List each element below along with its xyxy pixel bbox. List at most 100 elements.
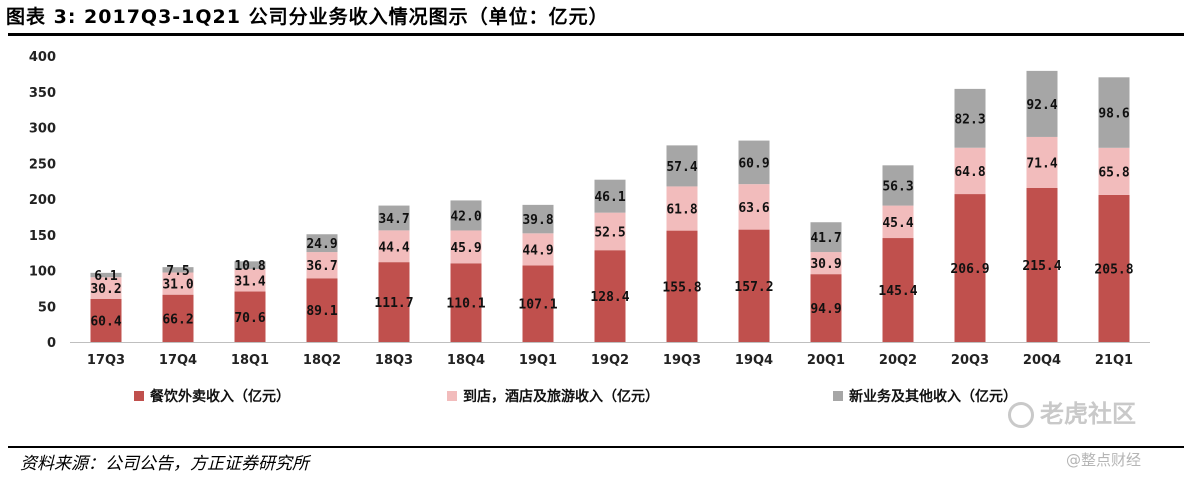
data-label: 30.9 (810, 257, 841, 272)
data-label: 89.1 (306, 304, 337, 319)
stacked-bar-chart: 0 50 100 150 200 250 300 350 400 17Q3 17Q4 18Q1 18Q… (29, 50, 1150, 405)
x-tick-label: 18Q4 (447, 353, 485, 368)
bar-segment (90, 298, 122, 342)
legend: 餐饮外卖收入（亿元） 到店，酒店及旅游收入（亿元） 新业务及其他收入（亿元） (134, 388, 1017, 405)
legend-swatch (134, 391, 144, 401)
bar-segment (882, 238, 914, 342)
bar-segment (954, 194, 986, 342)
data-label: 60.4 (90, 314, 121, 329)
data-label: 30.2 (90, 282, 121, 297)
data-label: 107.1 (518, 298, 557, 313)
x-tick-label: 18Q1 (231, 353, 269, 368)
x-tick-label: 17Q3 (87, 353, 125, 368)
x-tick-label: 20Q1 (807, 353, 845, 368)
data-label: 206.9 (950, 262, 989, 277)
bar-segment (594, 250, 626, 342)
data-label: 57.4 (666, 160, 697, 175)
bar-segment (666, 230, 698, 342)
x-axis: 17Q3 17Q4 18Q1 18Q2 18Q3 18Q4 19Q1 19Q2 19Q3 19Q4… (70, 342, 1150, 368)
x-tick-label: 20Q2 (879, 353, 917, 368)
x-tick-label: 19Q2 (591, 353, 629, 368)
bar-segment (234, 291, 266, 342)
chart-title: 图表 3: 2017Q3-1Q21 公司分业务收入情况图示（单位：亿元） (6, 6, 609, 28)
bar-segment (1098, 194, 1130, 342)
bar-segment (450, 230, 482, 264)
bar-segment (306, 234, 338, 253)
x-tick-label: 17Q4 (159, 353, 197, 368)
y-tick-label: 350 (29, 86, 56, 101)
data-label: 31.4 (234, 274, 265, 289)
watermark-text: 老虎社区 (1040, 400, 1136, 428)
bar-segment (162, 272, 194, 295)
data-label: 6.1 (94, 269, 118, 284)
data-label: 111.7 (374, 296, 413, 311)
data-label: 44.9 (522, 243, 553, 258)
bar-segment (738, 229, 770, 342)
source-note: 资料来源：公司公告，方正证券研究所 (20, 454, 309, 474)
bar-segment (234, 261, 266, 270)
y-tick-label: 400 (29, 50, 56, 65)
bar-segment (1026, 136, 1058, 188)
data-label: 98.6 (1098, 107, 1129, 122)
bar-segment (1098, 147, 1130, 195)
data-label: 46.1 (594, 190, 625, 205)
y-tick-label: 300 (29, 122, 56, 137)
x-tick-label: 20Q3 (951, 353, 989, 368)
bar-segment (522, 265, 554, 342)
data-label: 70.6 (234, 311, 265, 326)
legend-label: 餐饮外卖收入（亿元） (149, 388, 290, 405)
y-axis: 0 50 100 150 200 250 300 350 400 (29, 50, 56, 351)
data-label: 44.4 (378, 240, 409, 255)
bar-segment (666, 145, 698, 187)
bar-segment (522, 204, 554, 234)
y-tick-label: 50 (38, 300, 56, 315)
data-label: 42.0 (450, 209, 481, 224)
data-label: 66.2 (162, 312, 193, 327)
bar-segment (522, 233, 554, 266)
bar-segment (306, 252, 338, 279)
bar-segment (90, 277, 122, 299)
data-label: 155.8 (662, 280, 701, 295)
data-label: 128.4 (590, 290, 629, 305)
bar-segment (594, 179, 626, 213)
bar-segment (882, 205, 914, 239)
x-tick-label: 19Q1 (519, 353, 557, 368)
bars: 60.4 30.26.1 66.2 31.07.5 70.6 31.410.8 89.1 36… (90, 70, 1134, 342)
bar-segment (810, 274, 842, 342)
x-tick-label: 19Q3 (663, 353, 701, 368)
data-label: 145.4 (878, 284, 917, 299)
watermark: 老虎社区 (1008, 398, 1136, 430)
x-tick-label: 21Q1 (1095, 353, 1133, 368)
data-label: 215.4 (1022, 259, 1061, 274)
data-label: 31.0 (162, 278, 193, 293)
x-tick-label: 20Q4 (1023, 353, 1061, 368)
legend-label: 新业务及其他收入（亿元） (849, 388, 1017, 405)
data-label: 65.8 (1098, 165, 1129, 180)
data-label: 45.4 (882, 216, 913, 231)
data-label: 61.8 (666, 203, 697, 218)
bar-segment (1098, 77, 1130, 148)
bar-segment (450, 200, 482, 231)
data-label: 36.7 (306, 259, 337, 274)
y-tick-label: 150 (29, 229, 56, 244)
bar-segment (234, 269, 266, 292)
data-label: 94.9 (810, 302, 841, 317)
y-tick-label: 200 (29, 193, 56, 208)
bar-segment (378, 262, 410, 342)
data-label: 110.1 (446, 297, 485, 312)
data-label: 71.4 (1026, 156, 1057, 171)
data-label: 41.7 (810, 231, 841, 246)
bar-segment (162, 294, 194, 342)
bar-segment (810, 222, 842, 253)
data-label: 10.8 (234, 259, 265, 274)
legend-swatch (833, 391, 843, 401)
bar-segment (810, 252, 842, 275)
data-label: 157.2 (734, 280, 773, 295)
watermark-logo-icon (1008, 402, 1034, 428)
x-tick-label: 18Q3 (375, 353, 413, 368)
data-label: 56.3 (882, 179, 913, 194)
data-label: 45.9 (450, 241, 481, 256)
data-label: 64.8 (954, 165, 985, 180)
data-label: 92.4 (1026, 98, 1057, 113)
bar-segment (954, 88, 986, 148)
